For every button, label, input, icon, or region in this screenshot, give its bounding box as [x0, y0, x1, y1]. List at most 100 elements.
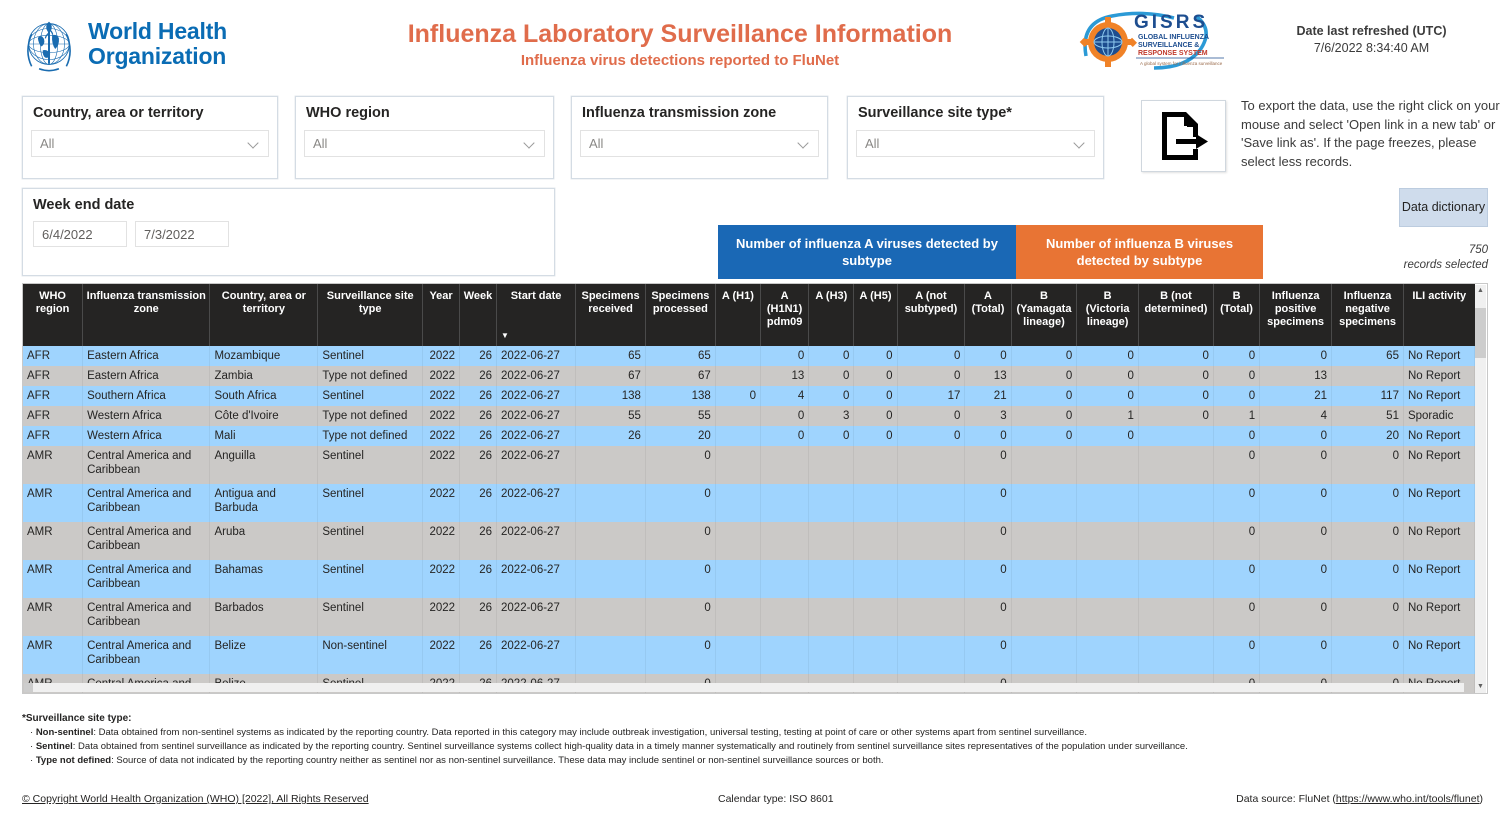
table-cell	[897, 598, 966, 636]
column-header-label: A (H1)	[721, 290, 754, 302]
export-data-button[interactable]	[1141, 100, 1226, 172]
slicer-transmission-zone-title: Influenza transmission zone	[582, 105, 777, 121]
vertical-scrollbar-thumb[interactable]	[1475, 308, 1486, 358]
table-cell: 26	[459, 346, 498, 366]
column-header[interactable]: B (Total)	[1213, 284, 1261, 346]
column-header[interactable]: A (H1N1) pdm09	[760, 284, 810, 346]
column-header[interactable]: Specimens processed	[645, 284, 716, 346]
column-header[interactable]: Country, area or territory	[209, 284, 319, 346]
table-cell	[575, 598, 646, 636]
table-row[interactable]: AFR Western Africa Mali Type not defined 202…	[23, 426, 1476, 446]
table-cell	[853, 560, 898, 598]
slicer-who-region[interactable]: WHO region All	[295, 96, 554, 179]
column-header[interactable]: A (H3)	[808, 284, 855, 346]
table-cell: 21	[1259, 386, 1333, 406]
table-cell: South Africa	[209, 386, 319, 406]
table-cell: 67	[575, 366, 646, 386]
column-header[interactable]: A (H1)	[715, 284, 761, 346]
table-cell: 26	[459, 636, 498, 674]
table-cell: 2022	[422, 346, 461, 366]
table-cell: 0	[1011, 386, 1078, 406]
footnote-text: : Data obtained from non-sentinel system…	[93, 727, 1087, 738]
column-header[interactable]: B (not determined)	[1138, 284, 1214, 346]
slicer-country[interactable]: Country, area or territory All	[22, 96, 278, 179]
table-cell: AFR	[23, 386, 84, 406]
table-row[interactable]: AFR Southern Africa South Africa Sentinel 20…	[23, 386, 1476, 406]
slicer-transmission-zone-dropdown[interactable]: All	[580, 130, 819, 157]
column-header[interactable]: B (Yamagata lineage)	[1011, 284, 1078, 346]
table-cell: 0	[715, 386, 761, 406]
date-from-input[interactable]: 6/4/2022	[33, 221, 127, 247]
column-header[interactable]: A (Total)	[964, 284, 1012, 346]
column-header[interactable]: Week	[459, 284, 498, 346]
table-cell: 26	[575, 426, 646, 446]
column-header[interactable]: WHO region	[23, 284, 84, 346]
table-cell: Côte d'Ivoire	[209, 406, 319, 426]
table-cell: Sporadic	[1403, 406, 1476, 426]
flunet-link[interactable]: https://www.who.int/tools/flunet	[1335, 793, 1480, 805]
table-cell	[1076, 484, 1139, 522]
column-header-label: WHO region	[35, 290, 70, 315]
scroll-down-icon[interactable]: ▼	[1475, 681, 1486, 693]
table-cell: 0	[853, 386, 898, 406]
table-row[interactable]: AFR Eastern Africa Mozambique Sentinel 2022 2…	[23, 346, 1476, 366]
sort-descending-icon[interactable]: ▼	[501, 331, 509, 340]
table-cell	[808, 560, 855, 598]
column-header-label: ILI activity	[1412, 290, 1467, 302]
column-header[interactable]: Influenza negative specimens	[1331, 284, 1404, 346]
slicer-transmission-zone[interactable]: Influenza transmission zone All	[571, 96, 828, 179]
chevron-down-icon[interactable]	[798, 139, 812, 148]
table-cell: 0	[1331, 446, 1404, 484]
table-cell: 65	[1331, 346, 1404, 366]
column-header[interactable]: Year	[422, 284, 461, 346]
horizontal-scrollbar-thumb[interactable]	[24, 683, 33, 692]
slicer-surveillance-site-type[interactable]: Surveillance site type* All	[847, 96, 1104, 179]
chevron-down-icon[interactable]	[524, 139, 538, 148]
slicer-week-end-date[interactable]: Week end date 6/4/2022 7/3/2022	[22, 188, 565, 456]
data-dictionary-button[interactable]: Data dictionary	[1399, 188, 1488, 227]
copyright-link[interactable]: © Copyright World Health Organization (W…	[22, 793, 369, 805]
table-cell	[715, 406, 761, 426]
column-header[interactable]: A (H5)	[853, 284, 898, 346]
footnote-item: · Sentinel: Data obtained from sentinel …	[22, 740, 1492, 754]
horizontal-scrollbar-track[interactable]	[24, 683, 1464, 692]
banner-influenza-a: Number of influenza A viruses detected b…	[718, 225, 1016, 279]
surveillance-data-table[interactable]: WHO region Influenza transmission zone Cou…	[22, 283, 1488, 694]
slicer-week-end-date-title: Week end date	[33, 197, 135, 213]
slicer-surveillance-site-type-dropdown[interactable]: All	[856, 130, 1095, 157]
column-header[interactable]: Specimens received	[575, 284, 646, 346]
table-row[interactable]: AMR Central America and Caribbean Antigua …	[23, 484, 1476, 522]
table-cell: Central America and Caribbean	[82, 636, 211, 674]
column-header[interactable]: A (not subtyped)	[897, 284, 966, 346]
table-cell: Mali	[209, 426, 319, 446]
table-cell: 2022	[422, 636, 461, 674]
table-head: WHO region Influenza transmission zone Cou…	[23, 284, 1475, 346]
column-header[interactable]: B (Victoria lineage)	[1076, 284, 1139, 346]
table-row[interactable]: AMR Central America and Caribbean Belize No…	[23, 636, 1476, 674]
table-cell: 2022-06-27	[496, 522, 577, 560]
table-cell: 0	[1331, 598, 1404, 636]
column-header[interactable]: Influenza transmission zone	[82, 284, 211, 346]
table-row[interactable]: AMR Central America and Caribbean Barbados…	[23, 598, 1476, 636]
column-header[interactable]: ILI activity	[1403, 284, 1475, 346]
bullet-icon: ·	[30, 727, 36, 738]
column-header[interactable]: Start date ▼	[496, 284, 577, 346]
column-header[interactable]: Surveillance site type	[317, 284, 424, 346]
table-row[interactable]: AFR Western Africa Côte d'Ivoire Type not d…	[23, 406, 1476, 426]
table-row[interactable]: AMR Central America and Caribbean Anguilla…	[23, 446, 1476, 484]
slicer-country-dropdown[interactable]: All	[31, 130, 269, 157]
slicer-who-region-dropdown[interactable]: All	[304, 130, 545, 157]
table-cell: 0	[1213, 598, 1261, 636]
table-row[interactable]: AFR Eastern Africa Zambia Type not defined 2…	[23, 366, 1476, 386]
column-header[interactable]: Influenza positive specimens	[1259, 284, 1333, 346]
table-cell: Aruba	[209, 522, 319, 560]
table-row[interactable]: AMR Central America and Caribbean Aruba Sen…	[23, 522, 1476, 560]
chevron-down-icon[interactable]	[248, 139, 262, 148]
table-row[interactable]: AMR Central America and Caribbean Bahamas S…	[23, 560, 1476, 598]
date-to-input[interactable]: 7/3/2022	[135, 221, 229, 247]
chevron-down-icon[interactable]	[1074, 139, 1088, 148]
scroll-up-icon[interactable]: ▲	[1475, 285, 1486, 297]
table-cell	[1138, 560, 1214, 598]
footnote-term: Type not defined	[35, 755, 112, 766]
vertical-scrollbar-track[interactable]	[1475, 285, 1486, 693]
